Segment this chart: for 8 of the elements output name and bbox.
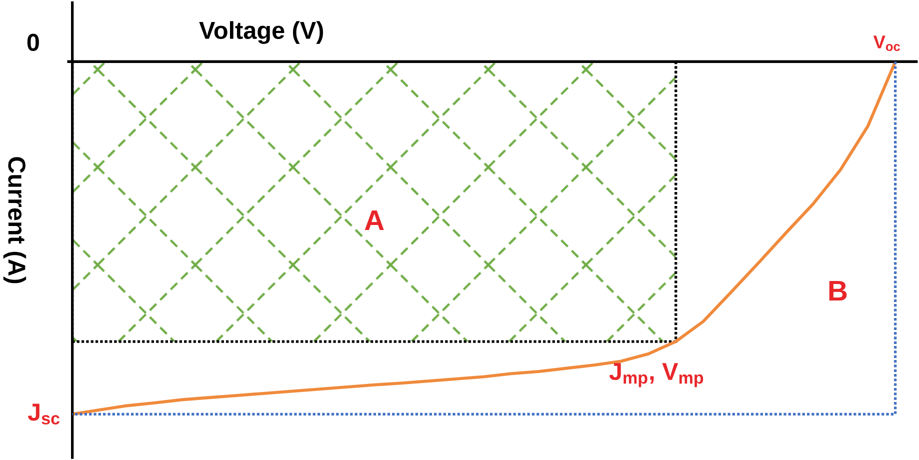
text: 0 — [27, 34, 39, 51]
text: V$_{oc}$ — [873, 36, 900, 51]
text: J$_{sc}$ — [28, 404, 60, 424]
annotation: J$_{mp}$, V$_{mp}$ — [609, 363, 704, 388]
annotation: B — [829, 280, 847, 300]
annotation: A — [364, 210, 384, 230]
y-axis-title: Current (A) — [3, 157, 26, 284]
x-axis-title: Voltage (V) — [199, 21, 323, 44]
